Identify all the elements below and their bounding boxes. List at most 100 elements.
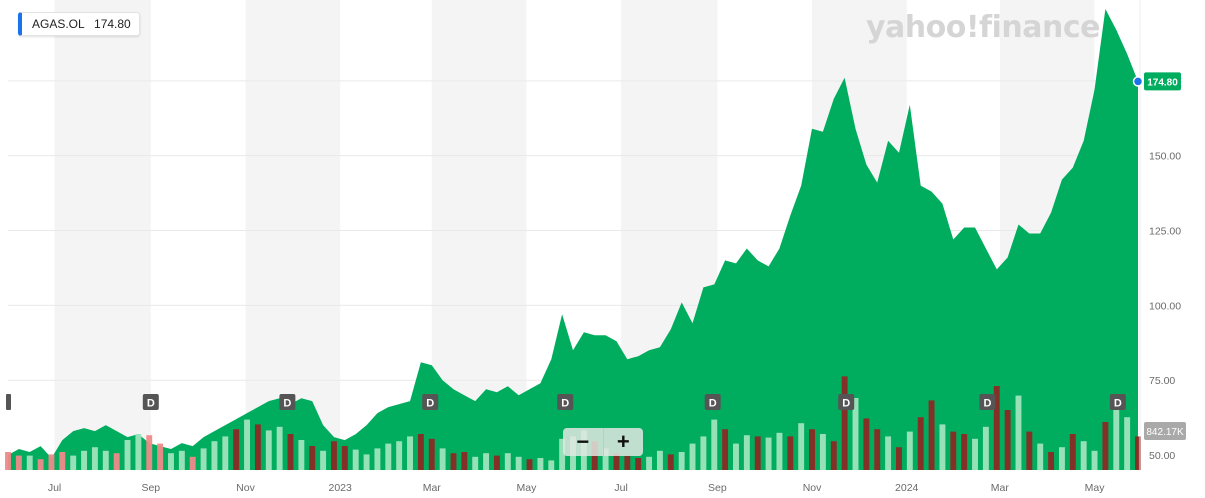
- volume-bar: [961, 434, 968, 470]
- zoom-out-button[interactable]: −: [563, 428, 604, 456]
- dividend-marker[interactable]: [979, 394, 996, 410]
- volume-bar: [1113, 410, 1120, 470]
- volume-bar: [928, 400, 935, 470]
- volume-bar: [124, 440, 131, 470]
- dividend-marker[interactable]: [279, 394, 296, 410]
- volume-bar: [331, 441, 337, 470]
- dividend-marker[interactable]: [422, 394, 439, 410]
- volume-bar: [776, 432, 783, 470]
- volume-bar: [26, 455, 33, 470]
- x-tick-label: Jul: [48, 482, 61, 494]
- volume-bar: [939, 424, 946, 470]
- volume-bar: [1037, 443, 1044, 470]
- y-tick-label: 100.00: [1149, 300, 1181, 312]
- volume-bar: [743, 435, 750, 470]
- volume-bar: [178, 450, 185, 470]
- volume-bar: [624, 455, 631, 470]
- volume-bar: [906, 431, 913, 470]
- zoom-controls: − +: [563, 428, 643, 456]
- volume-bar: [526, 459, 533, 470]
- dividend-marker-label: D: [561, 398, 569, 410]
- volume-bar: [222, 436, 229, 470]
- x-tick-label: Sep: [141, 482, 160, 494]
- x-tick-label: Nov: [236, 482, 255, 494]
- dividend-marker-label: D: [842, 398, 850, 410]
- volume-bar: [91, 447, 98, 470]
- volume-bar: [754, 436, 761, 470]
- x-tick-label: 2023: [328, 482, 352, 494]
- x-tick-label: Nov: [803, 482, 822, 494]
- volume-bar: [189, 456, 196, 470]
- volume-bar: [896, 447, 902, 470]
- dividend-marker[interactable]: [704, 394, 721, 410]
- volume-bar: [830, 441, 837, 470]
- y-tick-label: 50.00: [1149, 450, 1175, 462]
- volume-bar: [211, 441, 218, 470]
- volume-bar: [352, 449, 359, 470]
- volume-bar: [711, 419, 718, 470]
- volume-bar: [374, 448, 381, 470]
- last-price-label: 174.80: [1147, 77, 1178, 88]
- volume-bar: [1058, 447, 1065, 470]
- volume-bar: [309, 446, 316, 470]
- volume-bar: [656, 450, 663, 470]
- volume-bar: [113, 453, 120, 470]
- last-price-marker[interactable]: [1132, 76, 1144, 87]
- volume-bar: [233, 429, 240, 470]
- volume-bar: [1102, 422, 1109, 470]
- volume-bar: [341, 446, 348, 470]
- last-price-tag: 174.80: [1144, 72, 1181, 91]
- dividend-marker[interactable]: [142, 394, 159, 410]
- ticker-badge[interactable]: AGAS.OL 174.80: [18, 12, 140, 36]
- volume-bar: [1069, 434, 1076, 470]
- volume-bar: [993, 386, 1000, 470]
- volume-bar: [548, 460, 555, 470]
- volume-bar: [798, 423, 805, 470]
- dividend-marker[interactable]: [557, 394, 574, 410]
- volume-bar: [733, 443, 739, 470]
- volume-bar: [483, 453, 490, 470]
- volume-bar: [874, 429, 881, 470]
- volume-bar: [1091, 450, 1098, 470]
- dividend-marker[interactable]: [1109, 394, 1126, 410]
- x-tick-label: May: [517, 482, 538, 494]
- volume-tag: 842.17K: [1144, 422, 1186, 440]
- volume-bar: [70, 455, 77, 470]
- volume-bar: [559, 438, 566, 470]
- dividend-marker-label: D: [1114, 398, 1122, 410]
- volume-bar: [102, 450, 109, 470]
- month-band: [54, 0, 151, 470]
- dividend-marker-label: D: [709, 398, 717, 410]
- dividend-marker-label: D: [426, 398, 434, 410]
- volume-bar: [602, 448, 609, 470]
- volume-bar: [417, 434, 424, 470]
- volume-bar: [428, 438, 435, 470]
- volume-bar: [972, 438, 978, 470]
- volume-label: 842.17K: [1146, 427, 1184, 438]
- volume-bar: [1080, 441, 1087, 470]
- volume-bar: [787, 436, 794, 470]
- volume-bar: [298, 440, 305, 470]
- volume-bar: [385, 443, 392, 470]
- volume-bar: [276, 426, 283, 470]
- zoom-in-button[interactable]: +: [616, 429, 630, 454]
- volume-bar: [146, 435, 153, 470]
- month-band: [245, 0, 341, 470]
- volume-bar: [472, 456, 479, 470]
- volume-bar: [1026, 431, 1033, 470]
- x-tick-label: Sep: [708, 482, 727, 494]
- x-tick-label: Mar: [423, 482, 442, 494]
- volume-bar: [982, 426, 989, 470]
- volume-bar: [168, 453, 174, 470]
- dividend-marker[interactable]: [838, 394, 855, 410]
- volume-bar: [950, 431, 957, 470]
- ticker-symbol: AGAS.OL: [32, 17, 85, 31]
- volume-bar: [265, 430, 272, 470]
- volume-bar: [1135, 436, 1141, 470]
- x-tick-label: May: [1085, 482, 1106, 494]
- y-tick-label: 125.00: [1149, 226, 1181, 238]
- dividend-marker-label: D: [983, 398, 991, 410]
- volume-bar: [700, 436, 707, 470]
- volume-bar: [863, 418, 870, 470]
